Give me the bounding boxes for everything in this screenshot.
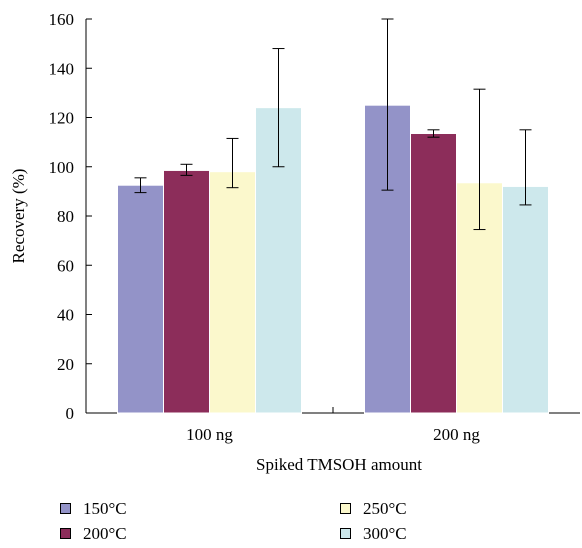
chart-error-bars: [134, 18, 532, 231]
y-tick-label: 160: [49, 10, 75, 29]
y-tick-label: 0: [66, 404, 75, 423]
x-tick-label: 100 ng: [186, 425, 233, 444]
y-axis-label: Recovery (%): [9, 169, 28, 264]
x-axis-label: Spiked TMSOH amount: [256, 455, 422, 474]
bar-250°C-100 ng: [209, 171, 256, 414]
y-tick-label: 120: [49, 109, 75, 128]
x-tick-label: 200 ng: [433, 425, 480, 444]
chart-bars: [117, 104, 549, 414]
bar-200°C-200 ng: [410, 133, 457, 414]
y-tick-label: 80: [57, 207, 74, 226]
y-tick-label: 100: [49, 158, 75, 177]
bar-300°C-200 ng: [502, 185, 549, 414]
bar-150°C-100 ng: [117, 184, 164, 414]
y-tick-label: 20: [57, 355, 74, 374]
bar-200°C-100 ng: [163, 169, 210, 414]
chart-tick-labels: 0 20 40 60 80 100 120 140 160 100 ng 200 ng: [49, 10, 481, 444]
y-tick-label: 140: [49, 59, 75, 78]
y-tick-label: 60: [57, 256, 74, 275]
y-tick-label: 40: [57, 306, 74, 325]
